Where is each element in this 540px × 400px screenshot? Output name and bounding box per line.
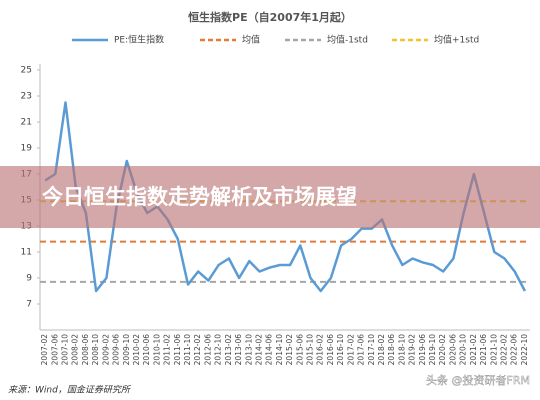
source: 来源：Wind，国金证券研究所 xyxy=(8,385,132,396)
x-tick-label: 2016-02 xyxy=(316,334,325,366)
x-tick-label: 2014-02 xyxy=(254,334,263,366)
x-tick-label: 2022-06 xyxy=(510,334,519,366)
x-tick-label: 2009-02 xyxy=(101,334,110,366)
legend-label: 均值+1std xyxy=(434,34,479,46)
x-tick-label: 2019-10 xyxy=(428,334,437,366)
x-tick-label: 2008-06 xyxy=(81,334,90,366)
x-tick-label: 2012-10 xyxy=(214,334,223,366)
x-tick-label: 2019-02 xyxy=(408,334,417,366)
x-tick-label: 2014-06 xyxy=(265,334,274,366)
x-tick-label: 2013-02 xyxy=(224,334,233,366)
x-tick-label: 2014-10 xyxy=(275,334,284,366)
x-tick-label: 2018-10 xyxy=(397,334,406,366)
x-tick-label: 2022-02 xyxy=(499,334,508,366)
x-tick-label: 2007-06 xyxy=(50,334,59,366)
y-tick-label: 7 xyxy=(26,300,32,310)
x-tick-label: 2011-06 xyxy=(173,334,182,366)
legend-label: PE:恒生指数 xyxy=(114,34,164,46)
y-tick-label: 23 xyxy=(21,92,32,102)
x-tick-label: 2016-10 xyxy=(336,334,345,366)
watermark: 头条 @投资研者FRM xyxy=(426,373,530,387)
x-tick-label: 2013-06 xyxy=(234,334,243,366)
x-tick-label: 2011-10 xyxy=(183,334,192,366)
y-tick-label: 25 xyxy=(21,66,32,76)
x-tick-label: 2012-02 xyxy=(193,334,202,366)
x-tick-label: 2015-10 xyxy=(306,334,315,366)
x-tick-label: 2016-06 xyxy=(326,334,335,366)
x-tick-label: 2010-02 xyxy=(132,334,141,366)
y-tick-label: 9 xyxy=(26,274,32,284)
x-tick-label: 2018-02 xyxy=(377,334,386,366)
x-tick-label: 2020-10 xyxy=(459,334,468,366)
x-tick-label: 2009-10 xyxy=(122,334,131,366)
x-tick-label: 2018-06 xyxy=(387,334,396,366)
legend-label: 均值-1std xyxy=(327,34,368,46)
x-tick-label: 2021-06 xyxy=(479,334,488,366)
x-tick-label: 2007-10 xyxy=(61,334,70,366)
x-tick-label: 2010-10 xyxy=(152,334,161,366)
y-tick-label: 21 xyxy=(21,118,32,128)
x-tick-label: 2021-02 xyxy=(469,334,478,366)
banner-band xyxy=(0,166,540,228)
banner-text: 今日恒生指数走势解析及市场展望 xyxy=(42,185,357,209)
x-tick-label: 2010-06 xyxy=(142,334,151,366)
legend-label: 均值 xyxy=(242,34,260,46)
y-tick-label: 11 xyxy=(21,248,32,258)
x-tick-label: 2017-02 xyxy=(346,334,355,366)
chart-title: 恒生指数PE（自2007年1月起） xyxy=(188,10,352,24)
x-tick-label: 2020-06 xyxy=(448,334,457,366)
x-tick-label: 2012-06 xyxy=(203,334,212,366)
x-tick-label: 2017-10 xyxy=(367,334,376,366)
x-tick-label: 2017-06 xyxy=(357,334,366,366)
x-tick-label: 2013-10 xyxy=(244,334,253,366)
x-tick-label: 2008-10 xyxy=(91,334,100,366)
x-tick-label: 2007-02 xyxy=(40,334,49,366)
x-tick-label: 2022-10 xyxy=(520,334,529,366)
x-tick-label: 2008-02 xyxy=(71,334,80,366)
x-tick-label: 2021-10 xyxy=(489,334,498,366)
x-tick-label: 2011-02 xyxy=(163,334,172,366)
x-tick-label: 2019-06 xyxy=(418,334,427,366)
x-tick-label: 2015-02 xyxy=(285,334,294,366)
x-tick-label: 2020-02 xyxy=(438,334,447,366)
x-tick-label: 2009-06 xyxy=(112,334,121,366)
y-tick-label: 19 xyxy=(21,144,33,154)
x-tick-label: 2015-06 xyxy=(295,334,304,366)
